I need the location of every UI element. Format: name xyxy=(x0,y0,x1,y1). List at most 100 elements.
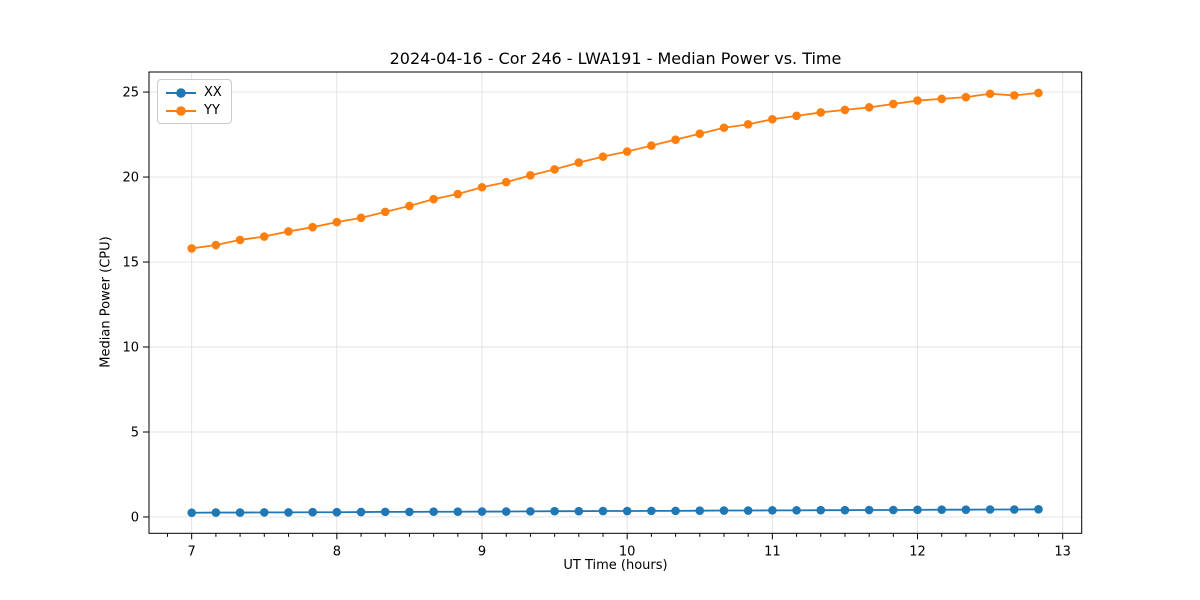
series-YY-marker xyxy=(453,189,463,199)
series-XX-marker xyxy=(913,505,922,515)
series-YY-marker xyxy=(332,217,342,227)
series-XX-marker xyxy=(453,507,463,517)
series-XX-marker xyxy=(840,505,850,515)
series-XX-marker xyxy=(864,505,874,515)
series-XX-marker xyxy=(187,508,196,518)
series-XX-marker xyxy=(477,507,487,516)
y-tick-label: 15 xyxy=(122,256,139,271)
series-XX-marker xyxy=(985,505,995,514)
x-tick-label: 12 xyxy=(909,544,926,559)
series-XX-marker xyxy=(308,507,317,517)
series-YY-marker xyxy=(259,232,269,241)
y-tick-label: 0 xyxy=(131,511,139,526)
series-YY-marker xyxy=(187,244,196,253)
series-YY-marker xyxy=(598,152,608,161)
series-YY-marker xyxy=(913,96,922,105)
series-XX-marker xyxy=(671,506,680,516)
series-XX-marker xyxy=(574,506,584,516)
series-YY-marker xyxy=(477,182,487,192)
series-XX-marker xyxy=(889,505,898,515)
series-XX-marker xyxy=(816,505,826,515)
series-XX-marker xyxy=(211,508,221,517)
series-YY-marker xyxy=(985,89,995,99)
series-YY-marker xyxy=(719,123,729,133)
series-YY-marker xyxy=(961,92,971,102)
x-tick-label: 11 xyxy=(764,544,781,559)
series-XX-marker xyxy=(284,508,293,517)
axis-ticks xyxy=(143,91,1064,540)
legend-marker-icon xyxy=(166,105,196,116)
series-XX-marker xyxy=(235,508,245,517)
series-YY-marker xyxy=(743,120,753,129)
series-XX-line xyxy=(191,508,1039,514)
plot-border xyxy=(148,71,1083,534)
series-XX-marker xyxy=(550,506,559,516)
series-XX-marker xyxy=(1009,505,1019,514)
series-YY-marker xyxy=(501,177,511,187)
series-XX-marker xyxy=(598,506,608,516)
chart-title: 2024-04-16 - Cor 246 - LWA191 - Median P… xyxy=(389,49,842,68)
x-axis-label: UT Time (hours) xyxy=(563,558,668,573)
series-YY-marker xyxy=(647,141,656,150)
series-XX-marker xyxy=(647,506,656,516)
series-YY-marker xyxy=(429,194,438,204)
series-YY-marker xyxy=(695,129,705,138)
series-XX-marker xyxy=(405,507,414,517)
series-XX-marker xyxy=(259,508,269,517)
y-tick-label: 5 xyxy=(131,426,139,441)
series-YY-marker xyxy=(1009,91,1019,100)
series-XX-marker xyxy=(380,507,390,517)
series-XX-marker xyxy=(937,505,947,514)
series-XX-marker xyxy=(332,507,342,517)
series-XX-marker xyxy=(768,506,777,515)
series-YY-marker xyxy=(574,158,584,167)
series-XX-marker xyxy=(695,506,705,515)
y-tick-label: 25 xyxy=(122,86,139,101)
series-YY-marker xyxy=(671,135,680,144)
series-YY-marker xyxy=(405,201,414,211)
x-tick-label: 8 xyxy=(333,544,341,559)
series-YY-marker xyxy=(889,99,898,109)
series-XX-marker xyxy=(526,507,535,516)
series-YY-marker xyxy=(792,111,801,121)
y-axis-label: Median Power (CPU) xyxy=(98,236,114,368)
series-YY-marker xyxy=(356,213,366,223)
series-YY-marker xyxy=(840,105,850,115)
series-YY-marker xyxy=(816,108,826,117)
series-YY-marker xyxy=(550,165,559,174)
tick-labels: 7 8 9 10 11 12 13 0 5 10 15 20 25 xyxy=(122,86,1071,560)
legend-item-xx: XX xyxy=(165,85,222,100)
series-XX-marker xyxy=(356,507,366,517)
x-tick-label: 7 xyxy=(188,544,196,559)
series-XX xyxy=(187,505,1043,518)
x-tick-label: 10 xyxy=(619,544,636,559)
series-XX-marker xyxy=(429,507,438,517)
series-XX-marker xyxy=(501,507,511,516)
legend-marker-icon xyxy=(166,87,196,98)
series-YY-marker xyxy=(284,227,293,236)
series-YY-marker xyxy=(864,103,874,112)
series-XX-marker xyxy=(1034,505,1043,514)
series-XX-marker xyxy=(792,506,801,515)
legend: XX YY xyxy=(157,79,232,124)
y-tick-label: 10 xyxy=(122,341,139,356)
series-XX-marker xyxy=(719,506,729,515)
series-YY-marker xyxy=(937,94,947,104)
series-YY-marker xyxy=(308,222,317,232)
series-YY-marker xyxy=(622,147,632,156)
series-YY-line xyxy=(191,92,1039,250)
legend-item-yy: YY xyxy=(165,103,222,118)
series-XX-marker xyxy=(743,506,753,515)
series-YY-marker xyxy=(526,171,535,180)
series-YY-marker xyxy=(380,207,390,217)
x-tick-label: 13 xyxy=(1054,544,1071,559)
series-YY-marker xyxy=(211,240,221,250)
legend-label: YY xyxy=(204,103,220,118)
series-XX-marker xyxy=(961,505,971,514)
y-tick-label: 20 xyxy=(122,171,139,186)
series-XX-marker xyxy=(622,506,632,516)
series-YY-marker xyxy=(1034,88,1043,98)
series-YY-marker xyxy=(235,235,245,245)
gridlines xyxy=(149,72,1082,534)
